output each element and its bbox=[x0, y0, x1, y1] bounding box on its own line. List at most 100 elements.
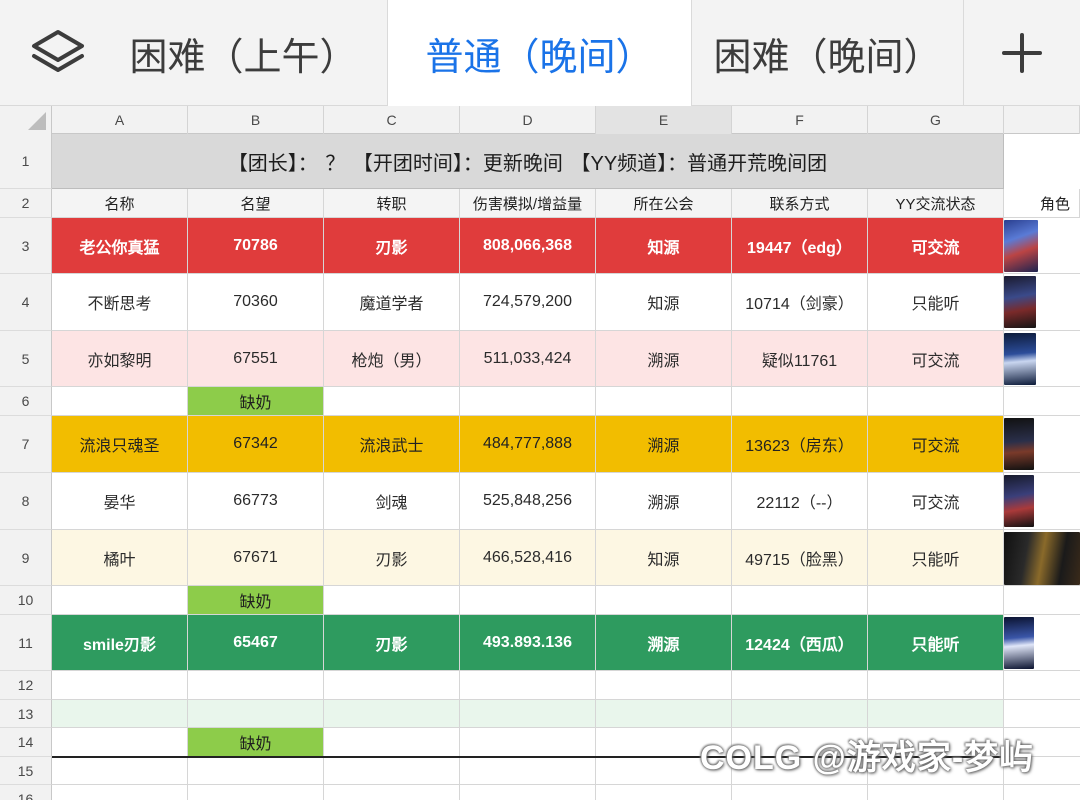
cell-b8[interactable]: 66773 bbox=[188, 473, 324, 530]
cell-a11[interactable]: smile刃影 bbox=[52, 615, 188, 671]
row-header-2[interactable]: 2 bbox=[0, 189, 52, 218]
column-header-h[interactable] bbox=[1004, 106, 1080, 134]
cell-d15[interactable] bbox=[460, 757, 596, 785]
cell-e15[interactable] bbox=[596, 757, 732, 785]
cell-g8[interactable]: 可交流 bbox=[868, 473, 1004, 530]
column-title-4[interactable]: 伤害模拟/增益量 bbox=[460, 189, 596, 218]
cell-b4[interactable]: 70360 bbox=[188, 274, 324, 331]
cell-a14[interactable] bbox=[52, 728, 188, 757]
cell-d13[interactable] bbox=[460, 700, 596, 728]
cell-c7[interactable]: 流浪武士 bbox=[324, 416, 460, 473]
cell-d11[interactable]: 493.893.136 bbox=[460, 615, 596, 671]
cell-d4[interactable]: 724,579,200 bbox=[460, 274, 596, 331]
cell-a12[interactable] bbox=[52, 671, 188, 700]
cell-d14[interactable] bbox=[460, 728, 596, 757]
cell-a4[interactable]: 不断思考 bbox=[52, 274, 188, 331]
cell-f11[interactable]: 12424（西瓜） bbox=[732, 615, 868, 671]
cell-e10[interactable] bbox=[596, 586, 732, 615]
row-header-13[interactable]: 13 bbox=[0, 700, 52, 728]
cell-c14[interactable] bbox=[324, 728, 460, 757]
column-header-f[interactable]: F bbox=[732, 106, 868, 134]
cell-f3[interactable]: 19447（edg） bbox=[732, 218, 868, 274]
cell-h6[interactable] bbox=[1004, 387, 1080, 416]
cell-b9[interactable]: 67671 bbox=[188, 530, 324, 586]
row-header-8[interactable]: 8 bbox=[0, 473, 52, 530]
cell-b5[interactable]: 67551 bbox=[188, 331, 324, 387]
cell-f7[interactable]: 13623（房东） bbox=[732, 416, 868, 473]
row-header-12[interactable]: 12 bbox=[0, 671, 52, 700]
cell-a5[interactable]: 亦如黎明 bbox=[52, 331, 188, 387]
cell-c11[interactable]: 刃影 bbox=[324, 615, 460, 671]
cell-e8[interactable]: 溯源 bbox=[596, 473, 732, 530]
cell-c5[interactable]: 枪炮（男） bbox=[324, 331, 460, 387]
cell-d5[interactable]: 511,033,424 bbox=[460, 331, 596, 387]
cell-c8[interactable]: 剑魂 bbox=[324, 473, 460, 530]
cell-a8[interactable]: 晏华 bbox=[52, 473, 188, 530]
cell-h13[interactable] bbox=[1004, 700, 1080, 728]
cell-f10[interactable] bbox=[732, 586, 868, 615]
cell-h15[interactable] bbox=[1004, 757, 1080, 785]
cell-c12[interactable] bbox=[324, 671, 460, 700]
cell-b7[interactable]: 67342 bbox=[188, 416, 324, 473]
cell-b15[interactable] bbox=[188, 757, 324, 785]
row-header-16[interactable]: 16 bbox=[0, 785, 52, 800]
cell-e16[interactable] bbox=[596, 785, 732, 800]
cell-g4[interactable]: 只能听 bbox=[868, 274, 1004, 331]
column-header-b[interactable]: B bbox=[188, 106, 324, 134]
cell-f9[interactable]: 49715（脸黑） bbox=[732, 530, 868, 586]
row-header-6[interactable]: 6 bbox=[0, 387, 52, 416]
cell-a15[interactable] bbox=[52, 757, 188, 785]
cell-h10[interactable] bbox=[1004, 586, 1080, 615]
cell-b16[interactable] bbox=[188, 785, 324, 800]
cell-f14[interactable] bbox=[732, 728, 868, 757]
cell-b13[interactable] bbox=[188, 700, 324, 728]
cell-b10[interactable]: 缺奶 bbox=[188, 586, 324, 615]
cell-f16[interactable] bbox=[732, 785, 868, 800]
cell-d12[interactable] bbox=[460, 671, 596, 700]
cell-e5[interactable]: 溯源 bbox=[596, 331, 732, 387]
column-title-1[interactable]: 名称 bbox=[52, 189, 188, 218]
row-header-5[interactable]: 5 bbox=[0, 331, 52, 387]
cell-e7[interactable]: 溯源 bbox=[596, 416, 732, 473]
cell-e4[interactable]: 知源 bbox=[596, 274, 732, 331]
cell-d8[interactable]: 525,848,256 bbox=[460, 473, 596, 530]
cell-c6[interactable] bbox=[324, 387, 460, 416]
cell-b6[interactable]: 缺奶 bbox=[188, 387, 324, 416]
cell-d7[interactable]: 484,777,888 bbox=[460, 416, 596, 473]
cell-b11[interactable]: 65467 bbox=[188, 615, 324, 671]
cell-a10[interactable] bbox=[52, 586, 188, 615]
row-header-14[interactable]: 14 bbox=[0, 728, 52, 757]
cell-a6[interactable] bbox=[52, 387, 188, 416]
tab-hard-morning[interactable]: 困难（上午） bbox=[100, 0, 388, 106]
column-title-3[interactable]: 转职 bbox=[324, 189, 460, 218]
cell-g10[interactable] bbox=[868, 586, 1004, 615]
cell-c9[interactable]: 刃影 bbox=[324, 530, 460, 586]
column-title-7[interactable]: YY交流状态 bbox=[868, 189, 1004, 218]
cell-g16[interactable] bbox=[868, 785, 1004, 800]
cell-c3[interactable]: 刃影 bbox=[324, 218, 460, 274]
cell-a13[interactable] bbox=[52, 700, 188, 728]
cell-d3[interactable]: 808,066,368 bbox=[460, 218, 596, 274]
row-header-9[interactable]: 9 bbox=[0, 530, 52, 586]
column-header-d[interactable]: D bbox=[460, 106, 596, 134]
row-header-1[interactable]: 1 bbox=[0, 134, 52, 189]
column-header-e[interactable]: E bbox=[596, 106, 732, 134]
cell-f4[interactable]: 10714（剑豪） bbox=[732, 274, 868, 331]
cell-c4[interactable]: 魔道学者 bbox=[324, 274, 460, 331]
cell-d9[interactable]: 466,528,416 bbox=[460, 530, 596, 586]
cell-b14[interactable]: 缺奶 bbox=[188, 728, 324, 757]
cell-f12[interactable] bbox=[732, 671, 868, 700]
cell-f5[interactable]: 疑似11761 bbox=[732, 331, 868, 387]
cell-e3[interactable]: 知源 bbox=[596, 218, 732, 274]
cell-g9[interactable]: 只能听 bbox=[868, 530, 1004, 586]
column-title-5[interactable]: 所在公会 bbox=[596, 189, 732, 218]
cell-f6[interactable] bbox=[732, 387, 868, 416]
tab-hard-evening[interactable]: 困难（晚间） bbox=[692, 0, 964, 106]
cell-e13[interactable] bbox=[596, 700, 732, 728]
cell-g3[interactable]: 可交流 bbox=[868, 218, 1004, 274]
column-header-a[interactable]: A bbox=[52, 106, 188, 134]
cell-e12[interactable] bbox=[596, 671, 732, 700]
column-title-6[interactable]: 联系方式 bbox=[732, 189, 868, 218]
column-title-2[interactable]: 名望 bbox=[188, 189, 324, 218]
